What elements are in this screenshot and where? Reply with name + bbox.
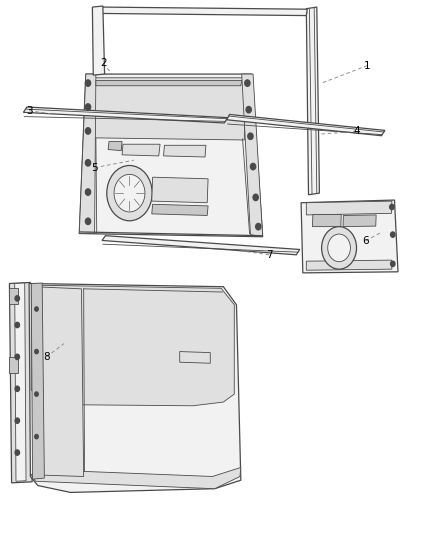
Circle shape (253, 194, 258, 200)
Circle shape (85, 189, 91, 195)
Polygon shape (343, 215, 376, 227)
Circle shape (85, 218, 91, 224)
Circle shape (256, 223, 261, 230)
Text: 6: 6 (362, 236, 369, 246)
Polygon shape (163, 146, 206, 157)
Circle shape (246, 107, 251, 113)
Polygon shape (10, 282, 32, 483)
Circle shape (328, 234, 350, 262)
Circle shape (245, 80, 250, 86)
Circle shape (15, 296, 19, 301)
Circle shape (15, 354, 19, 360)
Circle shape (15, 450, 19, 455)
Text: 3: 3 (26, 106, 32, 116)
Text: 5: 5 (91, 163, 98, 173)
Polygon shape (227, 115, 385, 136)
Circle shape (248, 133, 253, 140)
Circle shape (391, 232, 395, 237)
Polygon shape (306, 201, 392, 215)
Circle shape (85, 160, 91, 166)
Polygon shape (180, 352, 210, 364)
Circle shape (85, 128, 91, 134)
Circle shape (15, 322, 19, 328)
Polygon shape (33, 287, 84, 477)
Polygon shape (92, 6, 105, 75)
Polygon shape (79, 74, 263, 237)
Polygon shape (122, 144, 160, 156)
Polygon shape (152, 204, 208, 215)
Polygon shape (31, 283, 44, 479)
Polygon shape (306, 7, 319, 195)
Circle shape (321, 227, 357, 269)
Circle shape (15, 418, 19, 423)
Polygon shape (102, 236, 300, 255)
Polygon shape (79, 74, 96, 233)
Polygon shape (301, 200, 398, 273)
Circle shape (390, 204, 394, 209)
Polygon shape (108, 142, 122, 151)
Polygon shape (10, 357, 18, 373)
Polygon shape (10, 288, 18, 304)
Circle shape (15, 386, 19, 391)
Polygon shape (306, 260, 392, 270)
Circle shape (35, 350, 38, 354)
Polygon shape (31, 285, 234, 406)
Polygon shape (101, 7, 307, 15)
Circle shape (251, 164, 256, 169)
Text: 7: 7 (266, 250, 272, 260)
Circle shape (85, 104, 91, 110)
Polygon shape (312, 214, 341, 227)
Polygon shape (242, 74, 263, 237)
Text: 2: 2 (100, 59, 106, 68)
Polygon shape (152, 177, 208, 203)
Text: 8: 8 (43, 352, 50, 362)
Circle shape (391, 261, 395, 266)
Polygon shape (23, 107, 228, 123)
Circle shape (107, 165, 152, 221)
Polygon shape (94, 78, 245, 140)
Circle shape (35, 392, 38, 396)
Circle shape (114, 174, 145, 212)
Circle shape (85, 80, 91, 86)
Polygon shape (29, 284, 241, 492)
Circle shape (35, 307, 38, 311)
Polygon shape (96, 80, 242, 86)
Text: 1: 1 (364, 61, 371, 70)
Polygon shape (31, 467, 241, 489)
Text: 4: 4 (353, 126, 360, 136)
Polygon shape (14, 283, 26, 481)
Circle shape (35, 434, 38, 439)
